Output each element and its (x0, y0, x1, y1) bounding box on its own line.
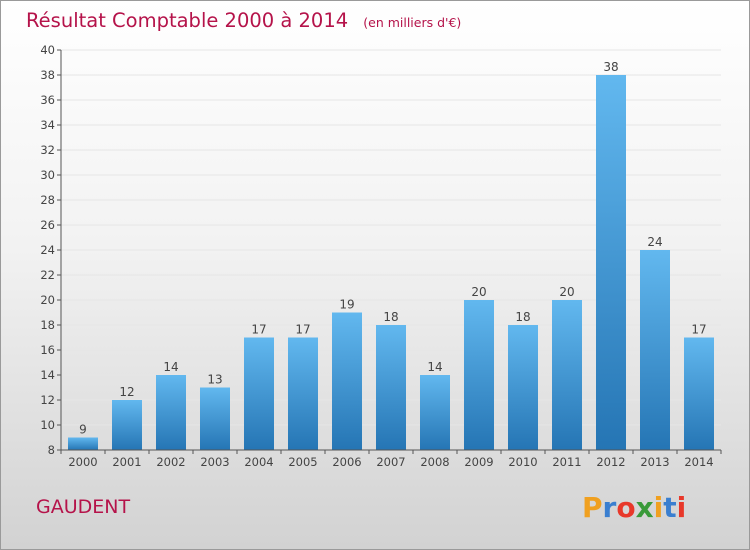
y-tick-label: 22 (40, 268, 55, 282)
data-labels: 9 12 14 13 17 17 19 18 14 20 18 20 38 24 17 (79, 60, 706, 437)
location-name: GAUDENT (36, 496, 130, 518)
bar-2008 (420, 375, 450, 450)
bar-2009 (464, 300, 494, 450)
bar-2010 (508, 325, 538, 450)
data-label-2012: 38 (603, 60, 618, 74)
data-label-2008: 14 (427, 360, 442, 374)
x-tick-label: 2011 (552, 455, 581, 469)
x-tick-label: 2000 (68, 455, 97, 469)
bar-2013 (640, 250, 670, 450)
y-tick-label: 36 (40, 93, 55, 107)
x-tick-label: 2004 (244, 455, 273, 469)
x-tick-label: 2001 (112, 455, 141, 469)
y-tick-label: 26 (40, 218, 55, 232)
bar-2003 (200, 387, 230, 450)
data-label-2013: 24 (647, 235, 662, 249)
x-tick-label: 2012 (596, 455, 625, 469)
y-tick-label: 32 (40, 143, 55, 157)
data-label-2004: 17 (251, 323, 266, 337)
data-label-2005: 17 (295, 323, 310, 337)
y-tick-label: 8 (48, 443, 55, 457)
chart-subtitle: (en milliers d'€) (363, 15, 461, 30)
x-tick-label: 2013 (640, 455, 669, 469)
data-label-2011: 20 (559, 285, 574, 299)
axes (60, 50, 721, 451)
y-tick-label: 10 (40, 418, 55, 432)
bar-2011 (552, 300, 582, 450)
bar-2002 (156, 375, 186, 450)
data-label-2000: 9 (79, 423, 87, 437)
proxiti-logo: Proxiti (582, 491, 686, 524)
data-label-2006: 19 (339, 298, 354, 312)
x-tick-label: 2010 (508, 455, 537, 469)
x-tick-label: 2007 (376, 455, 405, 469)
bar-2005 (288, 337, 318, 450)
x-tick-label: 2014 (684, 455, 713, 469)
y-tick-label: 20 (40, 293, 55, 307)
data-label-2007: 18 (383, 310, 398, 324)
x-tick-label: 2003 (200, 455, 229, 469)
data-label-2010: 18 (515, 310, 530, 324)
bar-2007 (376, 325, 406, 450)
x-axis-ticks: 2000 2001 2002 2003 2004 2005 2006 2007 2008 2009… (60, 450, 722, 469)
x-tick-label: 2006 (332, 455, 361, 469)
bar-2012 (596, 75, 626, 450)
x-tick-label: 2009 (464, 455, 493, 469)
y-tick-label: 38 (40, 68, 55, 82)
y-tick-label: 30 (40, 168, 55, 182)
y-axis-ticks: 8 10 12 14 16 18 20 22 24 26 28 30 32 34 36 38 40 (40, 43, 61, 457)
bars (68, 75, 714, 450)
y-tick-label: 24 (40, 243, 55, 257)
y-tick-label: 12 (40, 393, 55, 407)
x-tick-label: 2005 (288, 455, 317, 469)
bar-2014 (684, 337, 714, 450)
x-tick-label: 2008 (420, 455, 449, 469)
y-tick-label: 34 (40, 118, 55, 132)
bar-2004 (244, 337, 274, 450)
y-tick-label: 16 (40, 343, 55, 357)
x-tick-label: 2002 (156, 455, 185, 469)
data-label-2002: 14 (163, 360, 178, 374)
chart-title: Résultat Comptable 2000 à 2014 (en milli… (26, 9, 461, 32)
data-label-2003: 13 (207, 373, 222, 387)
bar-2000 (68, 437, 98, 450)
data-label-2001: 12 (119, 385, 134, 399)
data-label-2014: 17 (691, 323, 706, 337)
y-tick-label: 14 (40, 368, 55, 382)
bar-2006 (332, 312, 362, 450)
y-tick-label: 28 (40, 193, 55, 207)
data-label-2009: 20 (471, 285, 486, 299)
y-tick-label: 40 (40, 43, 55, 57)
y-tick-label: 18 (40, 318, 55, 332)
bar-2001 (112, 400, 142, 450)
